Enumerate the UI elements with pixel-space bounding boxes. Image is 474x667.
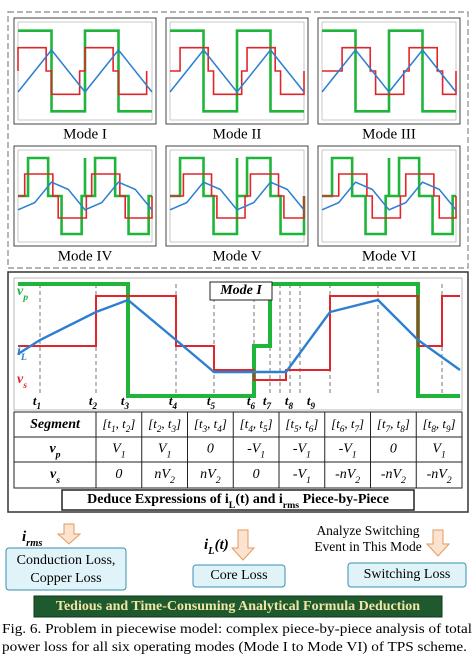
- green-wave: [170, 29, 304, 113]
- red-wave: [322, 46, 457, 96]
- blue-wave: [169, 48, 305, 94]
- output-box: [347, 562, 467, 588]
- detail-plot: Mode I vp iL vs t1 t2 t3 t4 t5 t6 t7 t8 t9: [13, 277, 463, 411]
- table-cell: vs: [50, 467, 60, 486]
- output-text: Copper Loss: [30, 571, 101, 586]
- mode-label: Mode I: [63, 126, 107, 142]
- flow-input: Analyze Switching: [316, 523, 419, 538]
- time-label: t6: [247, 393, 256, 411]
- output-text: Conduction Loss,: [17, 553, 116, 568]
- output-text: Switching Loss: [364, 567, 451, 582]
- time-label: t7: [263, 393, 272, 411]
- caption-line: power loss for all six operating modes (…: [2, 640, 467, 655]
- segment-table: Segment [t1, t2] [t2, t3] [t3, t4] [t4, t5] […: [13, 411, 463, 489]
- red-wave: [322, 173, 457, 219]
- output-box: [192, 564, 286, 588]
- detail-title-box: [209, 281, 273, 301]
- vs-wave: [18, 295, 460, 381]
- detail-title: Mode I: [219, 283, 262, 298]
- table-cell: -V1: [293, 442, 311, 461]
- table-header: Segment: [30, 417, 81, 432]
- output-text: Core Loss: [210, 568, 267, 583]
- table-cell: nV2: [200, 467, 221, 486]
- table-cell: 0: [207, 442, 214, 457]
- il-label: iL: [17, 344, 27, 363]
- blue-wave: [321, 181, 457, 211]
- table-cell: V1: [158, 442, 171, 461]
- table-header: [t6, t7]: [331, 416, 364, 434]
- blue-wave: [17, 48, 153, 94]
- mode-label: Mode IV: [58, 248, 113, 264]
- vs-label: vs: [17, 372, 27, 391]
- time-label: t5: [207, 393, 216, 411]
- table-header: [t3, t4]: [194, 416, 227, 434]
- flow-input: Event in This Mode: [314, 539, 421, 554]
- flow-input: irms: [22, 529, 43, 548]
- banner-text: Tedious and Time-Consuming Analytical Fo…: [56, 599, 420, 614]
- mode-label: Mode V: [212, 248, 261, 264]
- table-header: [t4, t5]: [240, 416, 273, 434]
- green-wave: [18, 156, 152, 236]
- table-header: [t5, t6]: [285, 416, 318, 434]
- il-wave: [17, 298, 461, 374]
- deduce-box: [61, 489, 415, 511]
- table-cell: 0: [115, 467, 122, 482]
- caption-line: Fig. 6. Problem in piecewise model: comp…: [2, 622, 472, 637]
- table-header: [t2, t3]: [148, 416, 181, 434]
- blue-wave: [321, 48, 457, 94]
- blue-wave: [169, 181, 305, 211]
- time-label: t9: [307, 393, 316, 411]
- table-cell: -nV2: [381, 467, 406, 486]
- table-cell: -V1: [247, 442, 265, 461]
- table-cell: -nV2: [427, 467, 452, 486]
- mode-label: Mode VI: [362, 248, 416, 264]
- table-cell: -V1: [339, 442, 357, 461]
- table-cell: V1: [112, 442, 125, 461]
- mode-label: Mode III: [362, 126, 416, 142]
- arrow: [56, 523, 82, 545]
- table-cell: 0: [390, 442, 397, 457]
- table-cell: V1: [432, 442, 445, 461]
- time-label: t4: [169, 393, 178, 411]
- deduce-text: Deduce Expressions of iL(t) and irms Pie…: [87, 492, 389, 511]
- detail-frame: [7, 271, 469, 513]
- table-cell: -nV2: [335, 467, 360, 486]
- time-label: t8: [285, 393, 294, 411]
- red-wave: [170, 46, 305, 96]
- table-cell: vp: [49, 442, 60, 461]
- table-cell: nV2: [154, 467, 175, 486]
- table-header: [t8, t9]: [423, 416, 456, 434]
- mode-panels: Mode I Mode II Mode III Mode IV Mode V Mode V…: [13, 17, 461, 264]
- table-frame: [13, 411, 463, 489]
- mode-label: Mode II: [213, 126, 262, 142]
- arrow: [425, 529, 451, 557]
- table-header: [t1, t2]: [102, 416, 135, 434]
- modes-frame: [7, 11, 469, 269]
- red-wave: [17, 46, 148, 96]
- table-header: [t7, t8]: [377, 416, 410, 434]
- flow-input: iL(t): [204, 537, 229, 556]
- red-wave: [18, 173, 153, 219]
- time-label: t1: [33, 393, 41, 411]
- table-cell: -V1: [293, 467, 311, 486]
- red-wave: [170, 173, 305, 219]
- blue-wave: [17, 181, 153, 211]
- green-wave: [322, 156, 456, 236]
- vp-wave: [18, 282, 460, 398]
- time-label: t3: [121, 393, 130, 411]
- output-box: [5, 547, 127, 591]
- table-cell: 0: [253, 467, 260, 482]
- vp-label: vp: [17, 284, 28, 303]
- green-wave: [322, 29, 456, 113]
- arrows: [56, 523, 451, 561]
- time-label: t2: [89, 393, 98, 411]
- arrow: [230, 529, 256, 561]
- banner: [33, 595, 443, 618]
